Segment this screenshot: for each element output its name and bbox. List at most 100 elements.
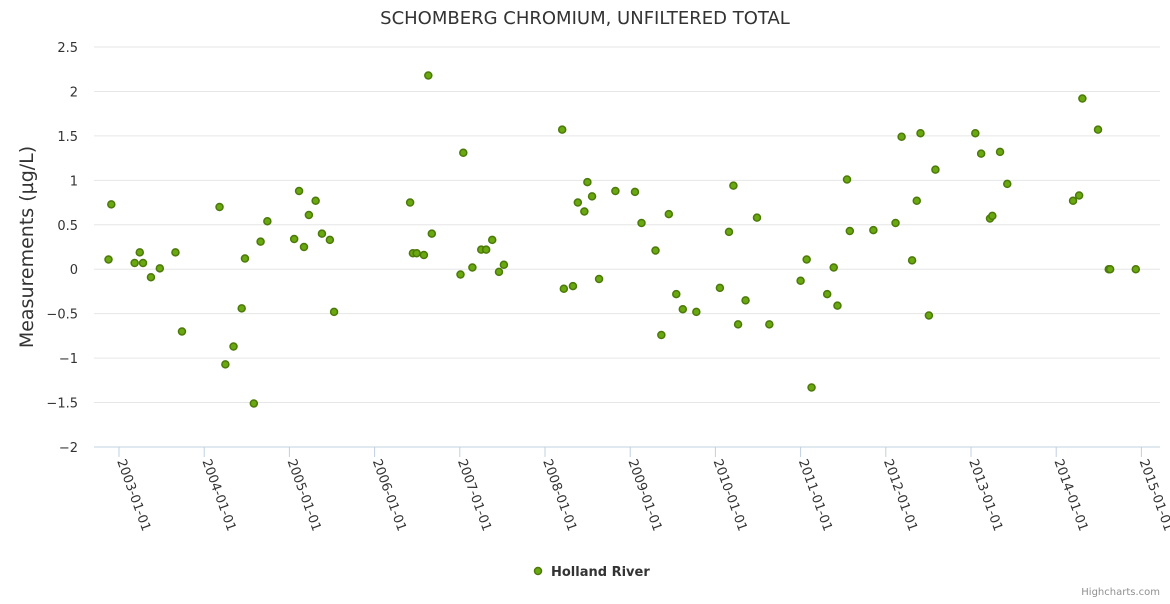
data-point[interactable]: 2011-06-08: -0.41 (833, 301, 842, 310)
data-point[interactable]: 2013-01-19: 1.53 (971, 128, 980, 138)
data-point[interactable]: 2010-08-20: -0.62 (765, 320, 774, 329)
data-points[interactable]: 2002-11-17: 0.11 2002-11-29: 0.73 2003-03-… (104, 71, 1141, 408)
data-point[interactable]: 2004-04-01: -1.07 (221, 360, 230, 369)
data-point[interactable]: 2012-05-29: 1.53 (916, 128, 925, 138)
data-point[interactable]: 2008-03-15: 1.57 (557, 125, 567, 134)
data-point[interactable]: 2014-03-14: 0.77 (1068, 196, 1078, 206)
data-point[interactable]: 2005-03-25: 0.61 (304, 210, 314, 220)
data-point[interactable]: 2003-08-31: 0.19 (171, 248, 180, 257)
data-point[interactable]: 2003-03-31: 0.19 (135, 248, 145, 257)
data-point[interactable]: 2014-06-29: 1.57 (1093, 125, 1103, 134)
data-point[interactable]: 2004-08-01: -1.51 (249, 399, 259, 408)
data-point[interactable]: 2002-11-29: 0.73 (107, 200, 116, 209)
data-point[interactable]: 2012-07-04: -0.52 (924, 311, 934, 320)
data-point[interactable]: 2014-04-23: 1.92 (1078, 94, 1087, 103)
data-point[interactable]: 2005-05-20: 0.4 (317, 229, 327, 238)
data-point[interactable]: 2009-01-21: 0.87 (630, 187, 640, 197)
data-point[interactable]: 2010-06-28: 0.58 (752, 213, 762, 222)
data-point[interactable]: 2004-05-06: -0.87 (229, 342, 238, 351)
data-point[interactable]: 2009-02-18: 0.52 (637, 218, 646, 228)
data-point[interactable]: 2008-05-21: 0.75 (573, 198, 583, 207)
data-point[interactable]: 2003-05-18: -0.09 (146, 272, 156, 282)
y-tick-label: −0.5 (46, 308, 78, 323)
data-point[interactable]: 2007-05-20: 0.33 (487, 235, 497, 245)
legend-label-holland-river[interactable]: Holland River (551, 565, 650, 580)
data-point[interactable]: 2011-07-31: 0.43 (845, 226, 855, 236)
data-point[interactable]: 2009-04-19: 0.21 (651, 246, 660, 255)
data-point[interactable]: 2009-08-14: -0.45 (678, 304, 688, 314)
data-point[interactable]: 2010-04-08: -0.62 (733, 320, 743, 329)
data-point[interactable]: 2013-06-05: 0.96 (1003, 179, 1012, 189)
data-point[interactable]: 2012-02-12: 0.52 (891, 218, 900, 228)
data-point[interactable]: 2010-05-10: -0.35 (741, 296, 750, 305)
data-point[interactable]: 2011-04-25: -0.28 (822, 289, 832, 299)
data-point[interactable]: 2008-06-18: 0.65 (580, 207, 589, 216)
data-point[interactable]: 2007-07-09: 0.05 (499, 260, 509, 270)
data-point[interactable]: 2008-03-22: -0.22 (559, 284, 569, 294)
data-point[interactable]: 2007-01-04: -0.06 (456, 270, 465, 279)
data-point[interactable]: 2008-10-29: 0.88 (611, 186, 620, 196)
data-point[interactable]: 2011-07-19: 1.01 (842, 175, 852, 184)
data-point[interactable]: 2002-11-17: 0.11 (104, 255, 113, 264)
data-point[interactable]: 2008-07-01: 0.98 (583, 177, 592, 187)
data-point[interactable]: 2005-07-11: -0.48 (329, 307, 339, 317)
data-point[interactable]: 2003-03-09: 0.07 (130, 258, 139, 268)
data-point[interactable]: 2005-06-23: 0.33 (325, 235, 335, 245)
data-point[interactable]: 2005-04-23: 0.77 (311, 196, 320, 206)
data-point[interactable]: 2003-09-28: -0.7 (177, 327, 187, 336)
data-point[interactable]: 2009-07-17: -0.28 (672, 289, 681, 299)
data-point[interactable]: 2004-03-07: 0.7 (215, 202, 224, 212)
data-point[interactable]: 2013-05-05: 1.32 (995, 147, 1005, 157)
data-point[interactable]: 2013-04-02: 0.6 (988, 211, 997, 221)
data-point[interactable]: 2012-05-13: 0.77 (912, 196, 922, 206)
data-point[interactable]: 2012-03-09: 1.49 (897, 132, 906, 142)
data-point[interactable]: 2006-08-19: 2.18 (424, 71, 433, 80)
data-point[interactable]: 2006-06-02: 0.75 (405, 198, 415, 207)
data-point[interactable]: 2008-08-20: -0.11 (594, 274, 604, 284)
data-point[interactable]: 2011-01-01: -0.13 (796, 276, 805, 286)
data-point[interactable]: 2011-11-09: 0.44 (869, 225, 878, 235)
data-point[interactable]: 2007-01-16: 1.31 (459, 148, 468, 158)
data-point[interactable]: 2009-10-11: -0.48 (692, 307, 701, 317)
data-point[interactable]: 2014-04-09: 0.83 (1074, 191, 1084, 200)
data-point[interactable]: 2005-03-04: 0.25 (299, 242, 309, 252)
legend[interactable]: Holland River (533, 565, 651, 580)
data-point[interactable]: 2009-06-15: 0.62 (664, 209, 674, 219)
data-point[interactable]: 2003-04-14: 0.07 (138, 258, 148, 268)
data-point[interactable]: 2003-06-25: 0.01 (155, 264, 165, 273)
data-point[interactable]: 2011-02-17: -1.33 (807, 383, 816, 392)
data-point[interactable]: 2007-04-24: 0.22 (481, 245, 491, 254)
data-point[interactable]: 2006-06-30: 0.18 (412, 248, 421, 258)
data-point[interactable]: 2005-01-21: 0.34 (289, 234, 299, 244)
data-point[interactable]: 2013-02-13: 1.3 (976, 149, 986, 158)
data-point[interactable]: 2008-04-30: -0.19 (568, 281, 578, 291)
data-point[interactable]: 2012-04-23: 0.1 (907, 256, 917, 265)
data-point[interactable]: 2004-06-10: -0.44 (237, 304, 246, 313)
y-tick-label: 0.5 (57, 219, 78, 234)
data-point[interactable]: 2008-07-21: 0.82 (587, 192, 597, 201)
data-point[interactable]: 2010-03-19: 0.94 (729, 181, 738, 190)
data-point[interactable]: 2014-12-08: 0 (1131, 264, 1141, 274)
credits-link[interactable]: Highcharts.com (1081, 587, 1160, 598)
x-tick-label: 2011-01-01 (795, 457, 835, 533)
x-tick-label: 2010-01-01 (710, 457, 750, 533)
data-point[interactable]: 2010-02-28: 0.42 (724, 227, 734, 237)
data-point[interactable]: 2004-08-30: 0.31 (256, 237, 265, 246)
data-point[interactable]: 2005-02-11: 0.88 (294, 186, 304, 196)
data-point[interactable]: 2006-09-03: 0.4 (427, 229, 437, 238)
x-tick-label: 2012-01-01 (880, 457, 920, 533)
data-point[interactable]: 2007-02-24: 0.02 (468, 263, 477, 272)
data-point[interactable]: 2012-08-01: 1.12 (931, 165, 940, 174)
data-point[interactable]: 2014-08-20: 0 (1105, 264, 1115, 274)
x-tick-label: 2003-01-01 (113, 457, 153, 533)
data-point[interactable]: 2009-05-14: -0.74 (657, 330, 666, 340)
data-point[interactable]: 2011-01-27: 0.11 (802, 255, 811, 264)
x-tick-label: 2007-01-01 (454, 457, 494, 533)
data-point[interactable]: 2007-06-18: -0.03 (494, 267, 504, 277)
data-point[interactable]: 2010-01-20: -0.21 (715, 283, 725, 293)
data-point[interactable]: 2004-09-28: 0.54 (263, 216, 272, 226)
y-tick-label: −1.5 (46, 397, 78, 412)
data-point[interactable]: 2006-07-31: 0.16 (419, 250, 429, 260)
data-point[interactable]: 2004-06-24: 0.12 (240, 254, 250, 263)
data-point[interactable]: 2011-05-23: 0.02 (829, 263, 838, 272)
